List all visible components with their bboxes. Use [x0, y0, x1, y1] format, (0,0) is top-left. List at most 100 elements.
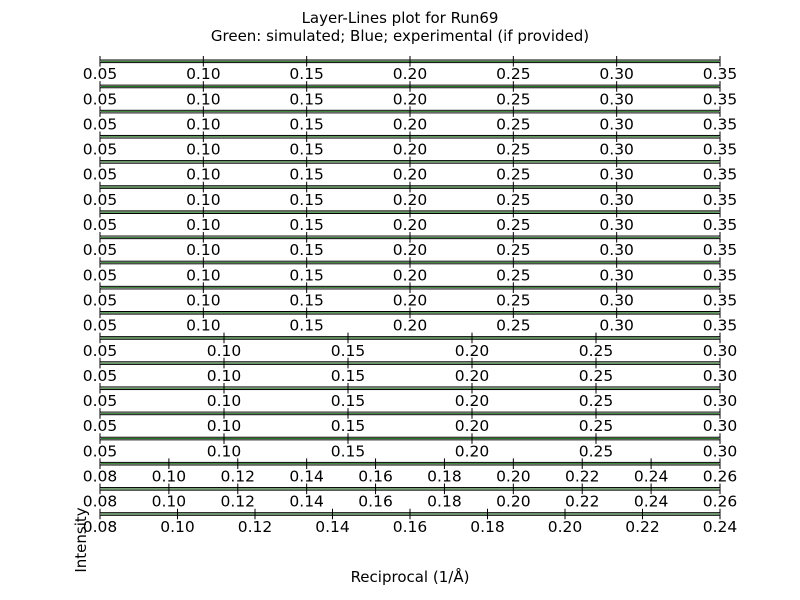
- x-tick-label: 0.05: [83, 115, 118, 133]
- x-axis-label: Reciprocal (1/Å): [351, 567, 470, 586]
- x-tick-label: 0.20: [393, 241, 428, 259]
- x-tick-label: 0.05: [83, 241, 118, 259]
- x-tick-label: 0.35: [703, 291, 738, 309]
- x-tick-label: 0.20: [455, 442, 490, 460]
- x-tick-label: 0.20: [496, 493, 531, 511]
- panel-15: 0.05 0.10 0.15 0.20 0.25 0.30: [83, 408, 738, 435]
- x-tick-label: 0.35: [703, 191, 738, 209]
- x-tick-label: 0.20: [393, 266, 428, 284]
- x-tick-label: 0.05: [83, 442, 118, 460]
- panel-17: 0.08 0.10 0.12 0.14 0.16 0.18 0.20 0.22 0.24 0.26: [83, 458, 738, 486]
- x-tick-label: 0.15: [289, 141, 324, 159]
- panel-10: 0.05 0.10 0.15 0.20 0.25 0.30 0.35: [83, 282, 738, 309]
- x-tick-label: 0.30: [599, 266, 634, 284]
- x-tick-label: 0.15: [289, 191, 324, 209]
- panel-11: 0.05 0.10 0.15 0.20 0.25 0.30 0.35: [83, 307, 738, 335]
- x-tick-label: 0.05: [83, 392, 118, 410]
- x-tick-label: 0.35: [703, 90, 738, 108]
- x-tick-label: 0.20: [393, 216, 428, 234]
- x-tick-label: 0.10: [186, 241, 221, 259]
- x-tick-label: 0.15: [289, 317, 324, 335]
- x-tick-label: 0.12: [238, 518, 273, 536]
- x-tick-label: 0.30: [599, 115, 634, 133]
- x-tick-label: 0.05: [83, 191, 118, 209]
- x-tick-label: 0.10: [207, 392, 242, 410]
- x-tick-label: 0.10: [207, 417, 242, 435]
- x-tick-label: 0.20: [393, 115, 428, 133]
- x-tick-label: 0.20: [393, 141, 428, 159]
- x-tick-label: 0.10: [186, 291, 221, 309]
- chart-subtitle: Green: simulated; Blue; experimental (if…: [211, 27, 589, 45]
- x-tick-label: 0.30: [599, 291, 634, 309]
- x-tick-label: 0.30: [703, 442, 738, 460]
- x-tick-label: 0.26: [703, 468, 738, 486]
- panel-16: 0.05 0.10 0.15 0.20 0.25 0.30: [83, 433, 738, 460]
- x-tick-label: 0.16: [358, 493, 393, 511]
- x-tick-label: 0.20: [455, 342, 490, 360]
- panel-6: 0.05 0.10 0.15 0.20 0.25 0.30 0.35: [83, 181, 738, 209]
- x-tick-label: 0.25: [579, 342, 614, 360]
- panel-4: 0.05 0.10 0.15 0.20 0.25 0.30 0.35: [83, 131, 737, 159]
- x-tick-label: 0.20: [393, 291, 428, 309]
- x-tick-label: 0.05: [83, 342, 118, 360]
- x-tick-label: 0.25: [496, 291, 531, 309]
- x-tick-label: 0.05: [83, 417, 118, 435]
- x-tick-label: 0.10: [186, 141, 221, 159]
- x-tick-label: 0.08: [83, 468, 118, 486]
- x-tick-label: 0.20: [548, 518, 583, 536]
- x-tick-label: 0.35: [703, 216, 738, 234]
- x-tick-label: 0.20: [455, 392, 490, 410]
- x-tick-label: 0.25: [496, 65, 531, 83]
- panel-5: 0.05 0.10 0.15 0.20 0.25 0.30 0.35: [83, 156, 738, 184]
- x-tick-label: 0.10: [186, 191, 221, 209]
- x-tick-label: 0.20: [393, 90, 428, 108]
- panel-7: 0.05 0.10 0.15 0.20 0.25 0.30 0.35: [83, 206, 738, 234]
- x-tick-label: 0.35: [703, 65, 738, 83]
- x-tick-label: 0.15: [331, 417, 366, 435]
- x-tick-label: 0.18: [427, 468, 462, 486]
- x-tick-label: 0.08: [83, 518, 118, 536]
- x-tick-label: 0.10: [160, 518, 195, 536]
- x-tick-label: 0.14: [289, 468, 324, 486]
- x-tick-label: 0.30: [599, 191, 634, 209]
- x-tick-label: 0.25: [496, 266, 531, 284]
- x-tick-label: 0.25: [579, 442, 614, 460]
- x-tick-label: 0.12: [221, 468, 256, 486]
- x-tick-label: 0.30: [599, 216, 634, 234]
- x-tick-label: 0.35: [703, 166, 738, 184]
- x-tick-label: 0.05: [83, 317, 118, 335]
- x-tick-label: 0.16: [393, 518, 428, 536]
- x-tick-label: 0.10: [207, 442, 242, 460]
- x-tick-label: 0.25: [496, 115, 531, 133]
- x-tick-label: 0.10: [152, 468, 187, 486]
- x-tick-label: 0.15: [289, 90, 324, 108]
- x-tick-label: 0.10: [207, 342, 242, 360]
- x-tick-label: 0.16: [358, 468, 393, 486]
- x-tick-label: 0.25: [496, 241, 531, 259]
- x-tick-label: 0.30: [599, 65, 634, 83]
- panel-2: 0.05 0.10 0.15 0.20 0.25 0.30 0.35: [83, 81, 738, 108]
- x-tick-label: 0.05: [83, 90, 118, 108]
- x-tick-label: 0.30: [703, 367, 738, 385]
- x-tick-label: 0.25: [496, 317, 531, 335]
- x-tick-label: 0.30: [703, 417, 738, 435]
- x-tick-label: 0.05: [83, 141, 118, 159]
- x-tick-label: 0.10: [186, 266, 221, 284]
- x-tick-label: 0.15: [289, 266, 324, 284]
- x-tick-label: 0.15: [289, 291, 324, 309]
- x-tick-label: 0.30: [703, 392, 738, 410]
- x-tick-label: 0.26: [703, 493, 738, 511]
- x-tick-label: 0.05: [83, 367, 118, 385]
- x-tick-label: 0.25: [496, 166, 531, 184]
- x-tick-label: 0.20: [496, 468, 531, 486]
- x-tick-label: 0.25: [579, 367, 614, 385]
- x-tick-label: 0.15: [289, 241, 324, 259]
- x-tick-label: 0.35: [703, 317, 738, 335]
- x-tick-label: 0.15: [331, 442, 366, 460]
- x-tick-label: 0.05: [83, 266, 118, 284]
- x-tick-label: 0.05: [83, 166, 118, 184]
- x-tick-label: 0.14: [315, 518, 350, 536]
- chart-title: Layer-Lines plot for Run69: [302, 9, 499, 27]
- x-tick-label: 0.25: [496, 216, 531, 234]
